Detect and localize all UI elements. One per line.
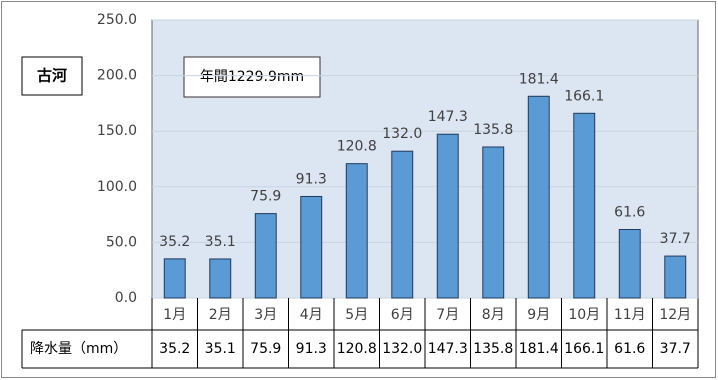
- y-tick-label: 0.0: [115, 290, 137, 306]
- x-tick-label: 10月: [568, 307, 600, 323]
- bar: [527, 95, 550, 299]
- table-row-label: 降水量（mm）: [30, 341, 127, 357]
- table-value: 61.6: [614, 341, 645, 357]
- y-tick-label: 250.0: [97, 12, 137, 28]
- table-value: 132.0: [382, 341, 422, 357]
- bar: [436, 133, 459, 299]
- data-label: 61.6: [614, 205, 645, 221]
- y-tick-label: 50.0: [106, 234, 137, 250]
- annotation-box: [183, 56, 321, 98]
- table-value: 147.3: [428, 341, 468, 357]
- y-tick-label: 150.0: [97, 123, 137, 139]
- bar: [618, 229, 641, 299]
- table-value: 135.8: [473, 341, 513, 357]
- table-value: 35.1: [205, 341, 236, 357]
- x-tick-label: 5月: [345, 307, 368, 323]
- bar: [482, 146, 505, 299]
- y-tick-label: 100.0: [97, 179, 137, 195]
- annotation: 年間1229.9mm: [200, 69, 304, 85]
- data-label: 147.3: [428, 109, 468, 125]
- x-tick-label: 12月: [659, 307, 691, 323]
- table-value: 75.9: [250, 341, 281, 357]
- table-value: 166.1: [564, 341, 604, 357]
- chart-title: 古河: [37, 67, 67, 85]
- y-tick-label: 200.0: [97, 68, 137, 84]
- bar: [664, 255, 687, 299]
- table-value: 120.8: [337, 341, 377, 357]
- data-label: 166.1: [564, 88, 604, 104]
- data-label: 132.0: [382, 126, 422, 142]
- data-label: 91.3: [296, 171, 327, 187]
- bar: [345, 163, 368, 299]
- data-label: 37.7: [660, 231, 691, 247]
- data-label: 35.1: [205, 234, 236, 250]
- x-tick-label: 9月: [527, 307, 550, 323]
- x-tick-label: 6月: [391, 307, 414, 323]
- bar: [391, 150, 414, 299]
- data-label: 135.8: [473, 122, 513, 138]
- table-value: 181.4: [519, 341, 559, 357]
- x-tick-label: 3月: [254, 307, 277, 323]
- data-label: 181.4: [519, 71, 559, 87]
- data-label: 75.9: [250, 189, 281, 205]
- bar: [573, 112, 596, 299]
- x-tick-label: 7月: [436, 307, 459, 323]
- table-value: 37.7: [660, 341, 691, 357]
- data-label: 35.2: [159, 234, 190, 250]
- x-tick-label: 2月: [209, 307, 232, 323]
- x-tick-label: 1月: [163, 307, 186, 323]
- bar: [163, 258, 186, 299]
- title-box: [21, 56, 83, 96]
- bar: [300, 195, 323, 299]
- x-tick-label: 11月: [614, 307, 646, 323]
- data-label: 120.8: [337, 139, 377, 155]
- table-value: 35.2: [159, 341, 190, 357]
- x-tick-label: 8月: [482, 307, 505, 323]
- bar: [209, 258, 232, 299]
- table-value: 91.3: [296, 341, 327, 357]
- x-tick-label: 4月: [300, 307, 323, 323]
- bar: [254, 213, 277, 299]
